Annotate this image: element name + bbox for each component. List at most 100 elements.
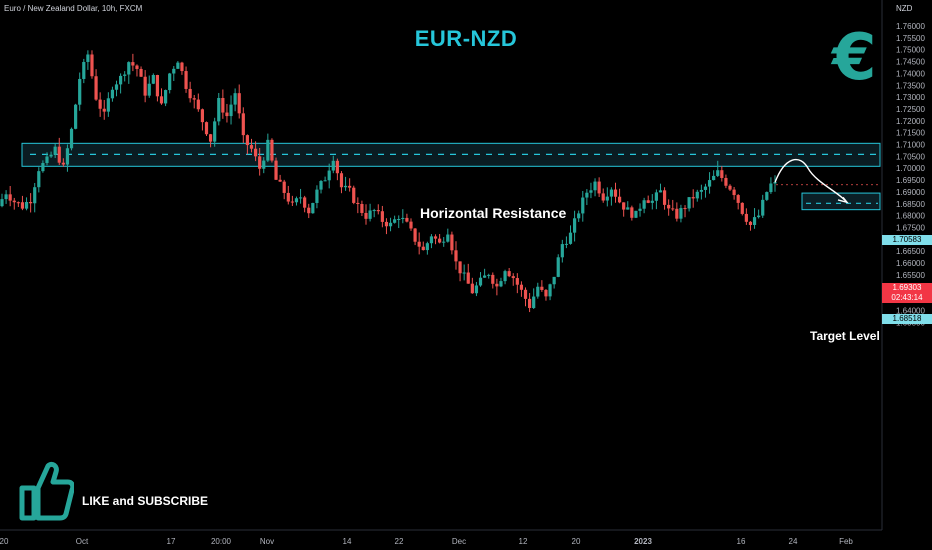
- x-tick-label: 12: [519, 537, 528, 546]
- candle-body: [769, 183, 773, 193]
- candle-body: [90, 54, 94, 77]
- candle-body: [343, 185, 348, 188]
- x-tick-label: 24: [789, 537, 798, 546]
- candle-body: [605, 196, 609, 201]
- candle-body: [114, 84, 119, 90]
- candle-body: [315, 189, 319, 203]
- candle-body: [225, 112, 229, 117]
- y-tick-label: 1.76000: [896, 22, 925, 31]
- y-tick-label: 1.67500: [896, 223, 925, 232]
- candle-body: [626, 207, 630, 210]
- candle-body: [208, 134, 213, 142]
- candle-body: [262, 160, 266, 169]
- x-tick-label: 22: [395, 537, 404, 546]
- candle-body: [376, 210, 380, 212]
- candle-body: [687, 197, 691, 209]
- y-tick-label: 1.75000: [896, 46, 925, 55]
- candle-body: [352, 187, 356, 203]
- candle-body: [229, 104, 233, 117]
- candle-body: [450, 234, 454, 251]
- candle-body: [662, 190, 667, 205]
- y-tick-label: 1.69000: [896, 188, 925, 197]
- y-tick-label: 1.66500: [896, 247, 925, 256]
- candle-body: [364, 212, 368, 219]
- candle-body: [131, 62, 135, 66]
- candle-body: [728, 185, 732, 190]
- x-tick-label: 20: [572, 537, 581, 546]
- y-tick-label: 1.66000: [896, 259, 925, 268]
- candle-body: [454, 250, 458, 262]
- candle-body: [642, 200, 646, 209]
- candle-body: [417, 241, 421, 247]
- candle-body: [699, 189, 703, 192]
- candle-body: [478, 277, 483, 286]
- bar-countdown: 02:43:14: [891, 293, 923, 302]
- x-tick-label: 20: [0, 537, 9, 546]
- candle-body: [572, 218, 577, 233]
- candle-body: [233, 93, 237, 105]
- candle-body: [188, 88, 192, 99]
- candle-body: [45, 156, 49, 164]
- candle-body: [258, 156, 262, 169]
- candle-body: [474, 285, 479, 294]
- candle-body: [307, 207, 311, 214]
- candle-body: [720, 170, 724, 178]
- candle-body: [564, 243, 569, 245]
- candle-body: [536, 286, 540, 297]
- candle-body: [94, 76, 98, 100]
- candle-body: [425, 243, 429, 251]
- y-tick-label: 1.73000: [896, 93, 925, 102]
- candle-body: [384, 221, 389, 227]
- candle-body: [609, 189, 614, 197]
- candle-body: [515, 278, 519, 285]
- target-price-tag: 1.68518: [882, 314, 932, 324]
- candle-body: [442, 241, 446, 243]
- candle-body: [703, 186, 708, 190]
- candle-body: [658, 190, 663, 193]
- candle-body: [634, 210, 638, 218]
- candle-body: [65, 148, 70, 165]
- candle-body: [507, 271, 511, 277]
- y-tick-label: 1.74000: [896, 69, 925, 78]
- candle-body: [683, 208, 687, 210]
- candle-body: [49, 154, 53, 157]
- currency-label: NZD: [896, 4, 913, 13]
- candle-body: [61, 162, 65, 165]
- candle-body: [409, 221, 413, 229]
- y-tick-label: 1.70500: [896, 152, 925, 161]
- current-price-tag: 1.69303 02:43:14: [882, 283, 932, 303]
- candle-body: [503, 271, 507, 282]
- x-tick-label: Nov: [260, 537, 274, 546]
- candle-body: [679, 208, 683, 219]
- candle-body: [393, 219, 397, 223]
- candle-body: [82, 61, 86, 79]
- candle-body: [585, 192, 589, 198]
- candle-body: [622, 202, 626, 210]
- resistance-price-tag: 1.70583: [882, 235, 932, 245]
- candle-body: [597, 181, 601, 194]
- candle-body: [560, 244, 564, 258]
- candle-body: [462, 272, 466, 274]
- candle-body: [589, 190, 593, 193]
- y-tick-label: 1.68000: [896, 212, 925, 221]
- candle-body: [348, 185, 352, 188]
- candle-body: [237, 93, 241, 114]
- candle-body: [139, 68, 143, 77]
- candle-body: [650, 200, 654, 203]
- x-tick-label: 16: [737, 537, 746, 546]
- y-tick-label: 1.75500: [896, 34, 925, 43]
- candle-body: [286, 192, 290, 202]
- candle-body: [319, 180, 323, 190]
- candle-body: [37, 171, 41, 188]
- candle-body: [638, 208, 642, 211]
- candle-body: [53, 146, 57, 155]
- candle-body: [528, 298, 532, 308]
- x-tick-label: 20:00: [211, 537, 232, 546]
- candle-body: [127, 62, 131, 75]
- y-tick-label: 1.69500: [896, 176, 925, 185]
- candle-body: [4, 194, 8, 200]
- candle-body: [266, 139, 270, 161]
- candle-body: [712, 175, 716, 181]
